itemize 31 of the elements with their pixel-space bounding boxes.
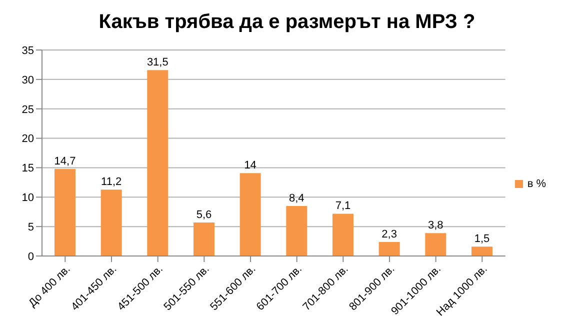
data-label: 3,8 (428, 220, 444, 232)
bar (286, 206, 308, 256)
bar (378, 242, 400, 256)
bar (147, 70, 168, 256)
y-tick-label: 5 (28, 221, 34, 234)
y-tick-label: 0 (28, 250, 34, 263)
y-tick-label: 35 (22, 44, 34, 57)
bar (54, 168, 76, 256)
bar (100, 190, 122, 256)
y-tick-label: 20 (22, 133, 34, 146)
data-label: 7,1 (335, 200, 351, 212)
bar (240, 173, 261, 256)
y-tick-label: 10 (22, 192, 34, 204)
data-label: 1,5 (474, 233, 490, 246)
data-label: 14,7 (54, 155, 76, 168)
chart-title: Какъв трябва да е размерът на МРЗ ? (98, 10, 476, 35)
data-label: 2,3 (382, 228, 397, 240)
data-label: 8,4 (289, 192, 304, 205)
y-tick-label: 25 (22, 104, 34, 116)
data-label: 5,6 (196, 209, 212, 222)
x-tick-label: До 400 лв. (26, 263, 73, 310)
bar (425, 233, 446, 256)
bar (193, 222, 214, 256)
legend-label: в % (527, 178, 546, 190)
data-label: 11,2 (101, 176, 122, 188)
y-tick-label: 15 (22, 162, 34, 175)
bar (471, 246, 492, 256)
y-tick-label: 30 (22, 74, 34, 86)
data-label: 31,5 (146, 56, 168, 69)
data-label: 14 (244, 160, 256, 172)
bar (332, 214, 354, 256)
